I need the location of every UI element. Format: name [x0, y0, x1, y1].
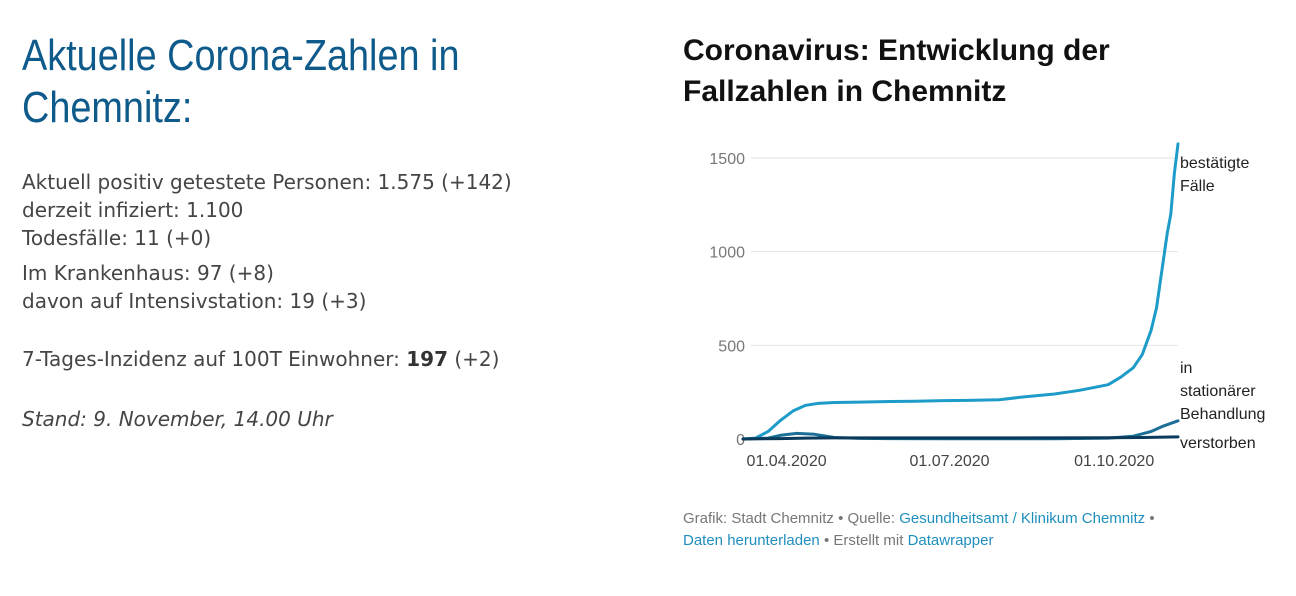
- download-data-link[interactable]: Daten herunterladen: [683, 532, 820, 549]
- chart-title-line-1: Coronavirus: Entwicklung der: [683, 34, 1110, 67]
- series-line-1: [741, 142, 1180, 441]
- x-tick-label: 01.07.2020: [909, 453, 989, 470]
- datawrapper-link[interactable]: Datawrapper: [907, 532, 994, 549]
- incidence-delta: (+2): [454, 347, 500, 371]
- chart-title: Coronavirus: Entwicklung der Fallzahlen …: [683, 30, 1283, 112]
- footer-bullet-2: •: [1149, 510, 1155, 527]
- series-label-1: Fälle: [1180, 178, 1215, 195]
- y-tick-label: 1000: [709, 245, 745, 262]
- y-tick-label: 0: [736, 432, 745, 449]
- y-tick-label: 1500: [709, 151, 745, 168]
- source-link[interactable]: Gesundheitsamt / Klinikum Chemnitz: [899, 510, 1146, 527]
- x-tick-label: 01.10.2020: [1074, 453, 1154, 470]
- stats-panel: Aktuelle Corona-Zahlen in Chemnitz: Aktu…: [22, 30, 622, 433]
- footer-erstellt: Erstellt mit: [833, 532, 904, 549]
- series-label-1: bestätigte: [1180, 155, 1249, 172]
- series-line-3: [741, 435, 1180, 441]
- chart-footer: Grafik: Stadt Chemnitz • Quelle: Gesundh…: [683, 508, 1283, 552]
- incidence-label: 7-Tages-Inzidenz auf 100T Einwohner:: [22, 347, 400, 371]
- series-label-2: stationärer: [1180, 383, 1256, 400]
- icu-count: davon auf Intensivstation: 19 (+3): [22, 289, 367, 313]
- incidence-value: 197: [406, 347, 448, 371]
- heading-line-2: Chemnitz:: [22, 83, 193, 132]
- positive-count: Aktuell positiv getestete Personen: 1.57…: [22, 170, 512, 194]
- footer-quelle-label: Quelle:: [847, 510, 896, 527]
- footer-bullet-1: •: [838, 510, 844, 527]
- deaths-count: Todesfälle: 11 (+0): [22, 226, 212, 250]
- y-tick-label: 500: [718, 338, 745, 355]
- x-tick-label: 01.04.2020: [747, 453, 827, 470]
- line-chart: 0 500 1000 1500 01.04.2020 01.07.2020 01.10.20…: [709, 142, 1265, 470]
- stand-timestamp: Stand: 9. November, 14.00 Uhr: [22, 407, 333, 431]
- series-label-3: verstorben: [1180, 435, 1256, 452]
- series-label-2: in: [1180, 360, 1192, 377]
- page-heading: Aktuelle Corona-Zahlen in Chemnitz:: [22, 30, 624, 134]
- footer-bullet-3: •: [823, 532, 830, 549]
- hospital-count: Im Krankenhaus: 97 (+8): [22, 261, 274, 285]
- series-label-2: Behandlung: [1180, 406, 1265, 423]
- chart-title-line-2: Fallzahlen in Chemnitz: [683, 75, 1007, 108]
- heading-line-1: Aktuelle Corona-Zahlen in: [22, 31, 460, 80]
- chart-header: Coronavirus: Entwicklung der Fallzahlen …: [683, 30, 1283, 112]
- infected-count: derzeit infiziert: 1.100: [22, 198, 244, 222]
- incidence: 7-Tages-Inzidenz auf 100T Einwohner: 197…: [22, 345, 622, 373]
- footer-grafik: Grafik: Stadt Chemnitz: [683, 510, 834, 527]
